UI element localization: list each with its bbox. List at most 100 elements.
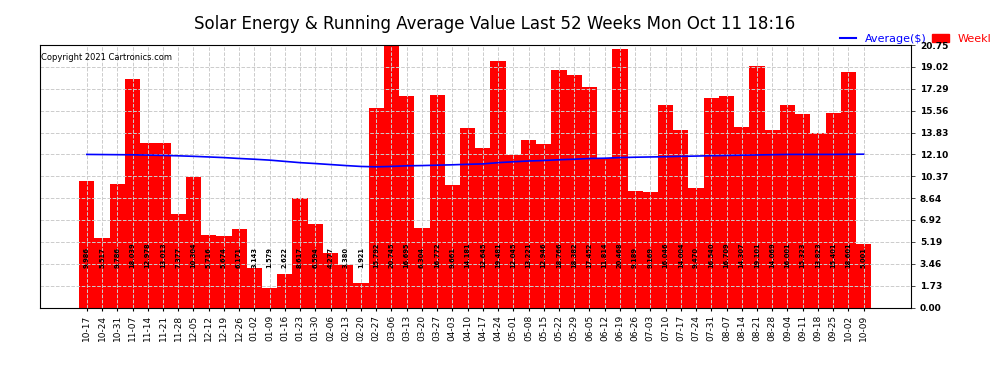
Text: 13.221: 13.221 bbox=[526, 243, 532, 268]
Text: 5.001: 5.001 bbox=[860, 247, 866, 268]
Bar bbox=[368, 108, 384, 307]
Text: 3.380: 3.380 bbox=[343, 247, 348, 268]
Bar bbox=[521, 140, 537, 308]
Text: 16.709: 16.709 bbox=[724, 243, 730, 268]
Text: 19.481: 19.481 bbox=[495, 243, 501, 268]
Text: 12.946: 12.946 bbox=[541, 243, 546, 268]
Text: 9.169: 9.169 bbox=[647, 247, 653, 268]
Bar bbox=[537, 144, 551, 308]
Bar bbox=[339, 265, 353, 308]
Bar bbox=[582, 87, 597, 308]
Bar bbox=[308, 224, 323, 308]
Bar bbox=[628, 191, 643, 308]
Text: 1.579: 1.579 bbox=[266, 247, 272, 268]
Bar bbox=[841, 72, 856, 308]
Text: 14.181: 14.181 bbox=[464, 243, 470, 268]
Text: 5.716: 5.716 bbox=[206, 247, 212, 268]
Text: 14.004: 14.004 bbox=[678, 243, 684, 268]
Text: 16.772: 16.772 bbox=[435, 243, 441, 268]
Bar bbox=[155, 143, 170, 308]
Bar bbox=[110, 184, 125, 308]
Bar bbox=[292, 198, 308, 308]
Text: 9.661: 9.661 bbox=[449, 247, 455, 268]
Text: 9.470: 9.470 bbox=[693, 247, 699, 268]
Text: 6.594: 6.594 bbox=[312, 247, 318, 268]
Bar bbox=[414, 228, 430, 308]
Text: 12.978: 12.978 bbox=[145, 243, 150, 268]
Bar bbox=[277, 274, 292, 308]
Text: 17.452: 17.452 bbox=[586, 243, 592, 268]
Text: 18.601: 18.601 bbox=[845, 243, 851, 268]
Text: 19.101: 19.101 bbox=[754, 243, 760, 268]
Text: 13.013: 13.013 bbox=[160, 243, 166, 268]
Bar bbox=[201, 235, 216, 308]
Text: 10.304: 10.304 bbox=[190, 243, 196, 268]
Text: 3.143: 3.143 bbox=[251, 247, 257, 268]
Text: 7.377: 7.377 bbox=[175, 247, 181, 268]
Text: Copyright 2021 Cartronics.com: Copyright 2021 Cartronics.com bbox=[42, 53, 172, 62]
Bar bbox=[856, 244, 871, 308]
Bar bbox=[232, 230, 247, 308]
Text: 8.617: 8.617 bbox=[297, 247, 303, 268]
Text: 9.786: 9.786 bbox=[114, 247, 120, 268]
Bar bbox=[141, 143, 155, 308]
Text: 15.323: 15.323 bbox=[800, 243, 806, 268]
Text: 18.382: 18.382 bbox=[571, 243, 577, 268]
Text: 5.674: 5.674 bbox=[221, 247, 227, 268]
Bar bbox=[735, 126, 749, 308]
Bar bbox=[658, 105, 673, 308]
Text: 9.986: 9.986 bbox=[84, 247, 90, 268]
Text: 15.792: 15.792 bbox=[373, 243, 379, 268]
Legend: Average($), Weekly($): Average($), Weekly($) bbox=[836, 30, 990, 48]
Bar bbox=[688, 188, 704, 308]
Bar bbox=[826, 112, 841, 308]
Text: Solar Energy & Running Average Value Last 52 Weeks Mon Oct 11 18:16: Solar Energy & Running Average Value Las… bbox=[194, 15, 796, 33]
Text: 11.814: 11.814 bbox=[602, 243, 608, 268]
Text: 14.069: 14.069 bbox=[769, 243, 775, 268]
Text: 18.039: 18.039 bbox=[130, 243, 136, 268]
Text: 16.540: 16.540 bbox=[708, 243, 714, 268]
Bar bbox=[780, 105, 795, 308]
Bar bbox=[323, 254, 339, 308]
Bar bbox=[247, 268, 262, 308]
Bar bbox=[810, 133, 826, 308]
Text: 2.622: 2.622 bbox=[282, 247, 288, 268]
Bar bbox=[186, 177, 201, 308]
Text: 16.695: 16.695 bbox=[404, 243, 410, 268]
Text: 13.823: 13.823 bbox=[815, 243, 821, 268]
Text: 18.766: 18.766 bbox=[556, 243, 562, 268]
Bar bbox=[764, 129, 780, 308]
Bar bbox=[170, 214, 186, 308]
Text: 9.189: 9.189 bbox=[633, 247, 639, 268]
Text: 16.001: 16.001 bbox=[784, 243, 790, 268]
Bar bbox=[490, 61, 506, 308]
Bar bbox=[612, 49, 628, 308]
Bar bbox=[475, 147, 490, 308]
Text: 5.517: 5.517 bbox=[99, 248, 105, 268]
Bar bbox=[125, 79, 141, 308]
Text: 6.171: 6.171 bbox=[237, 247, 243, 268]
Bar bbox=[445, 185, 460, 308]
Bar bbox=[566, 75, 582, 307]
Bar bbox=[506, 155, 521, 308]
Text: 4.277: 4.277 bbox=[328, 247, 334, 268]
Bar bbox=[749, 66, 764, 308]
Text: 14.307: 14.307 bbox=[739, 243, 744, 268]
Text: 20.745: 20.745 bbox=[388, 243, 394, 268]
Text: 12.045: 12.045 bbox=[510, 243, 516, 268]
Bar bbox=[430, 95, 445, 308]
Bar bbox=[597, 158, 612, 308]
Bar bbox=[704, 98, 719, 308]
Bar bbox=[216, 236, 232, 308]
Text: 6.304: 6.304 bbox=[419, 247, 425, 268]
Text: 16.046: 16.046 bbox=[662, 243, 668, 268]
Bar bbox=[643, 192, 658, 308]
Bar bbox=[262, 288, 277, 308]
Bar bbox=[719, 96, 735, 308]
Text: 12.645: 12.645 bbox=[480, 243, 486, 268]
Bar bbox=[795, 114, 810, 308]
Bar bbox=[460, 128, 475, 308]
Text: 15.401: 15.401 bbox=[831, 243, 837, 268]
Bar bbox=[551, 70, 566, 308]
Bar bbox=[399, 96, 414, 308]
